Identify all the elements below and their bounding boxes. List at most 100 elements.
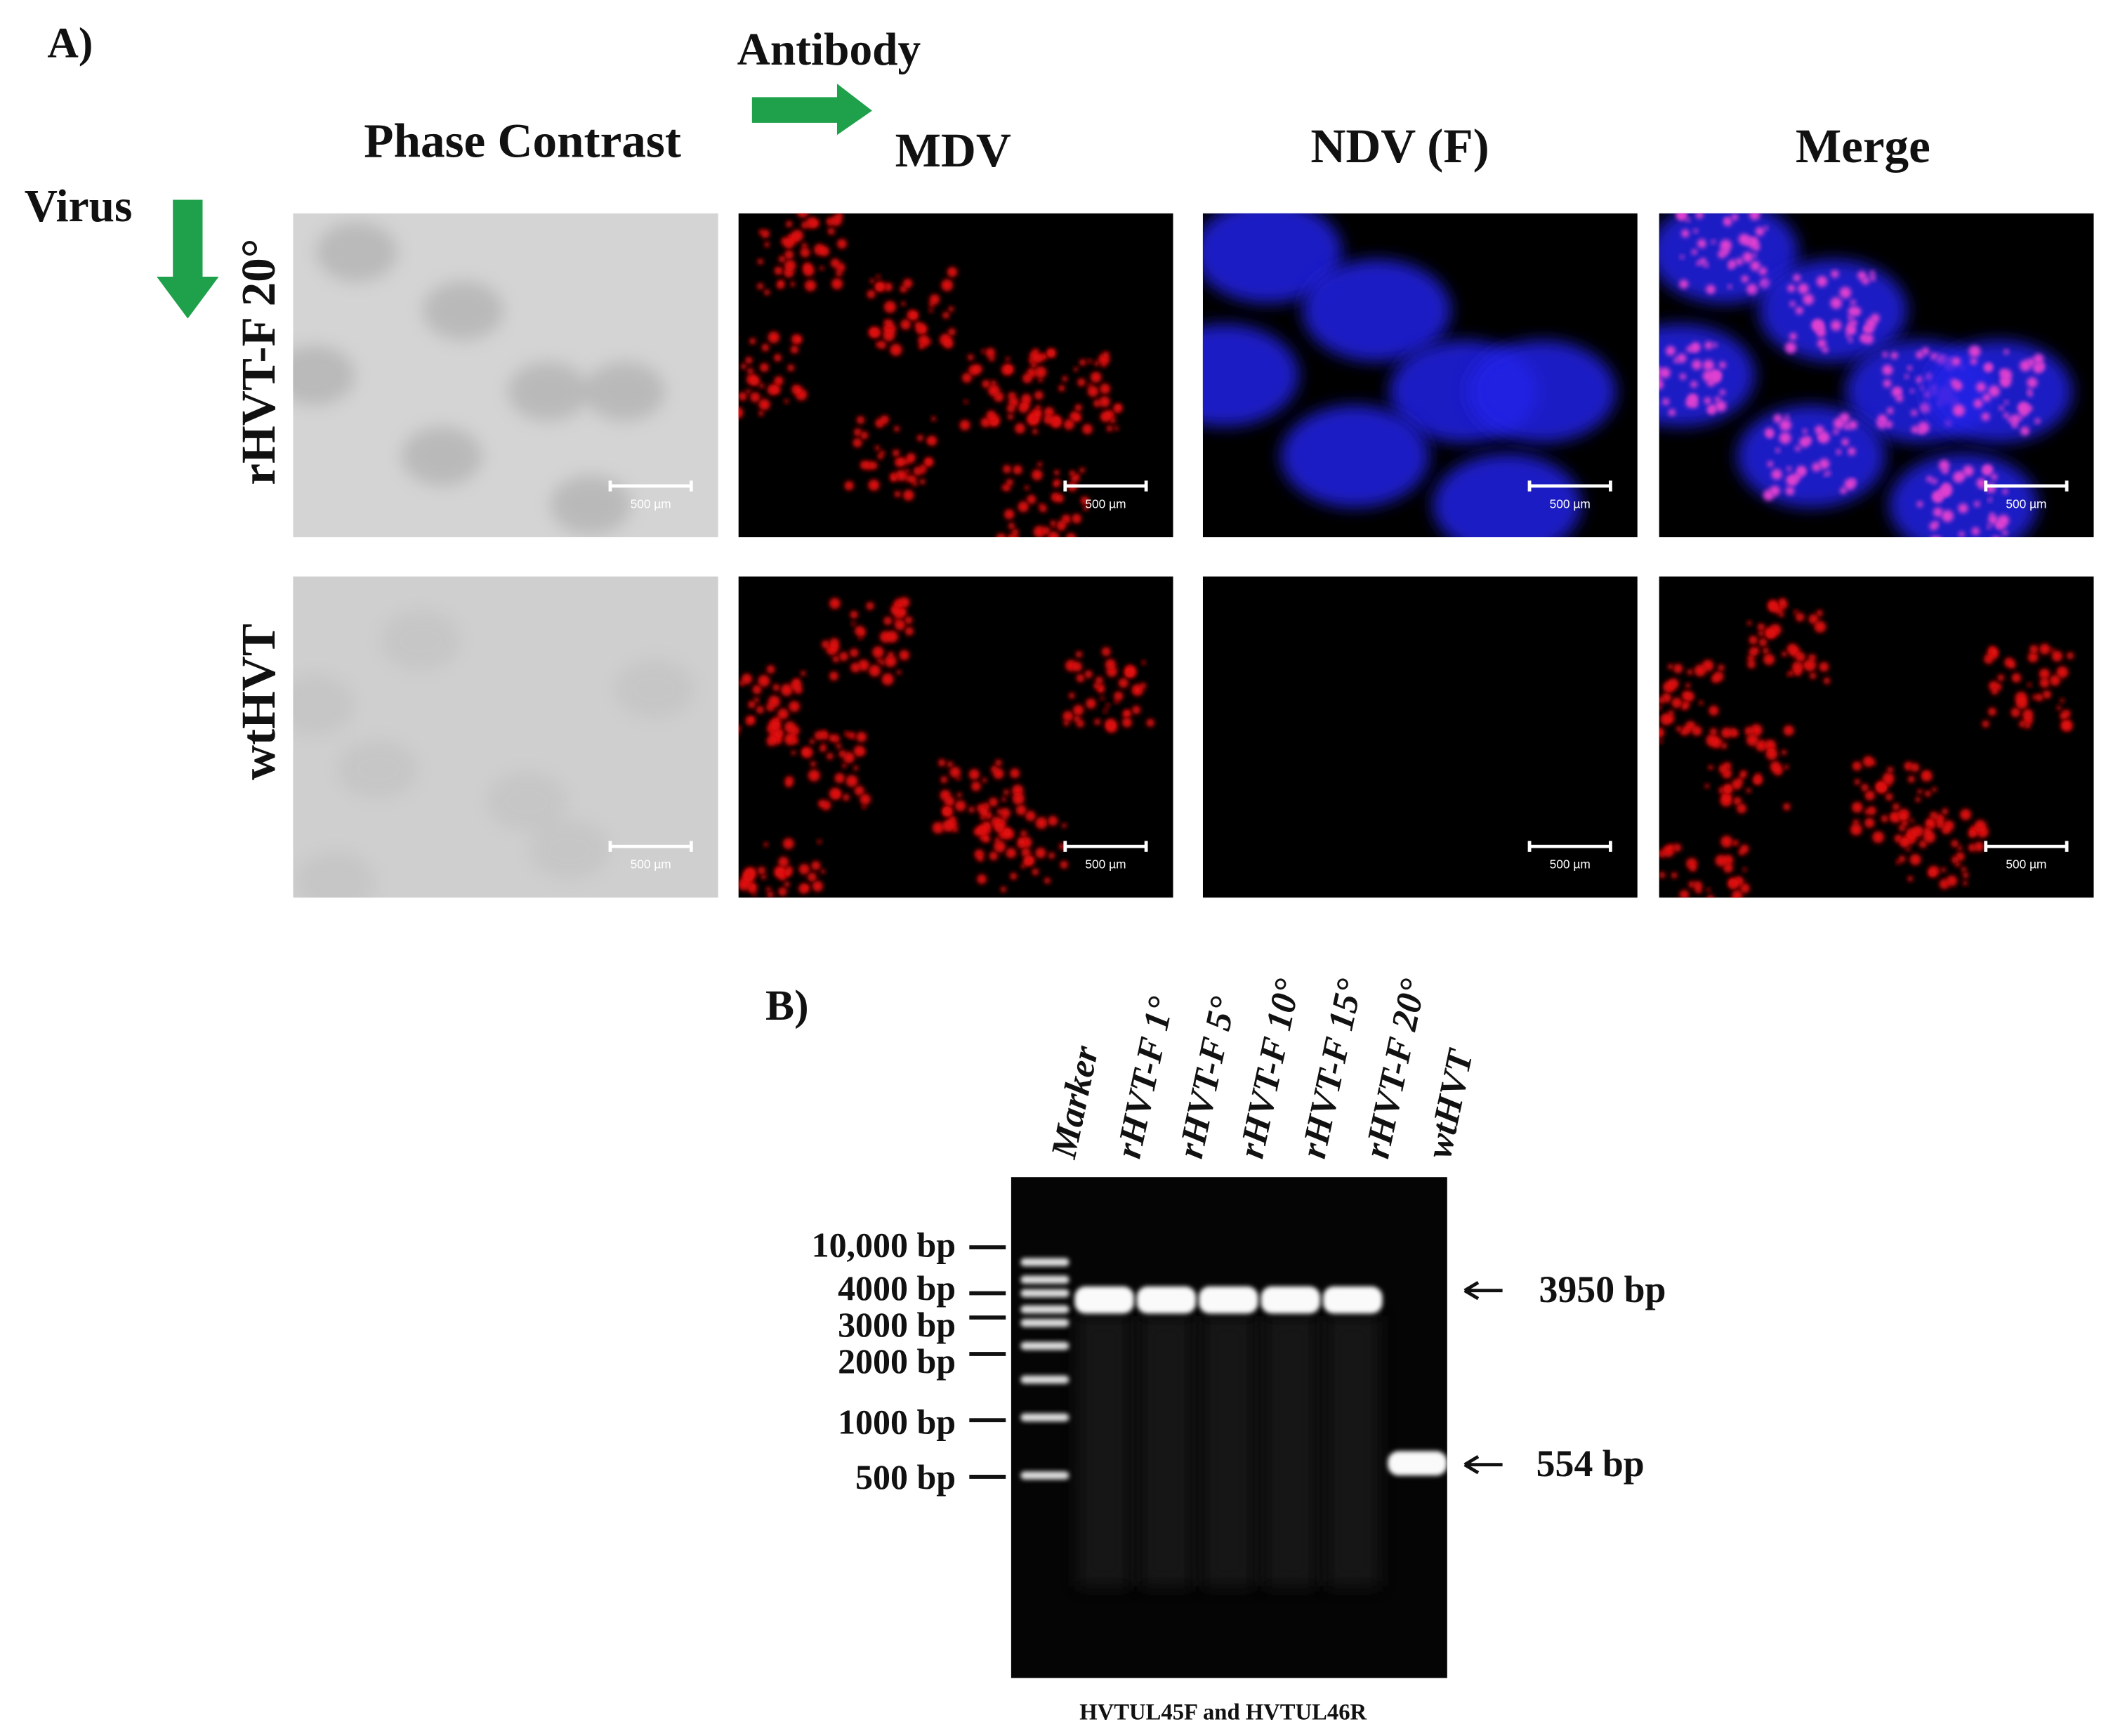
stain-dot [1961, 867, 1967, 872]
stain-dot [1826, 471, 1831, 476]
stain-dot [1723, 217, 1732, 227]
stain-dot [768, 331, 780, 343]
stain-dot [768, 695, 780, 708]
stain-dot [1898, 855, 1906, 863]
stain-dot [745, 356, 753, 364]
stain-dot [1817, 338, 1827, 348]
stain-dot [2027, 683, 2032, 688]
stain-dot [843, 751, 855, 763]
gel-caption: HVTUL45F and HVTUL46R [1079, 1700, 1367, 1725]
stain-dot [1917, 789, 1923, 794]
stain-dot [1669, 844, 1675, 850]
stain-dot [790, 281, 796, 287]
stain-dot [1885, 421, 1893, 428]
stain-dot [1850, 823, 1862, 836]
stain-dot [878, 341, 886, 350]
stain-dot [1013, 465, 1022, 475]
stain-dot [1910, 763, 1920, 772]
stain-dot [1062, 376, 1068, 382]
stain-dot [1659, 377, 1661, 382]
cell-cluster [507, 362, 589, 421]
stain-dot [1697, 905, 1704, 912]
stain-dot [2000, 369, 2013, 381]
stain-dot [742, 869, 755, 881]
scale-bar-label: 500 µm [631, 857, 671, 872]
stain-dot [1783, 803, 1791, 810]
stain-dot [897, 458, 906, 466]
stain-dot [912, 481, 918, 487]
ladder-label: 3000 bp [838, 1305, 956, 1344]
stain-dot [898, 608, 907, 616]
stain-dot [1941, 867, 1947, 873]
stain-dot [876, 657, 882, 663]
stain-dot [1659, 367, 1671, 379]
stain-dot [894, 618, 899, 623]
stain-dot [888, 651, 894, 658]
cell-cluster [422, 280, 504, 341]
stain-dot [1659, 872, 1666, 879]
stain-dot [756, 900, 761, 905]
stain-dot [1916, 350, 1924, 359]
stain-dot [1666, 346, 1676, 356]
stain-dot [1911, 426, 1919, 434]
stain-dot [1114, 699, 1119, 704]
stain-dot [767, 384, 778, 395]
ladder-band [1020, 1375, 1070, 1384]
stain-dot [1746, 283, 1758, 295]
stain-dot [1731, 213, 1739, 221]
stain-dot [1883, 379, 1892, 388]
stain-dot [2056, 666, 2069, 678]
stain-dot [940, 776, 948, 784]
stain-dot [1750, 261, 1761, 271]
stain-dot [761, 874, 767, 880]
stain-dot [893, 426, 900, 432]
stain-dot [1069, 470, 1076, 477]
stain-dot [1867, 806, 1876, 815]
stain-dot [850, 648, 859, 657]
stain-dot [1087, 359, 1092, 364]
ladder-label: 2000 bp [838, 1341, 956, 1381]
stain-dot [748, 716, 755, 723]
stain-dot [1662, 398, 1670, 406]
stain-dot [1767, 461, 1774, 468]
scale-bar-label: 500 µm [1550, 857, 1591, 872]
stain-dot [1720, 239, 1732, 251]
stain-dot [758, 867, 765, 875]
stain-dot [1974, 841, 1985, 852]
stain-dot [758, 383, 765, 388]
stain-dot [742, 916, 752, 926]
stain-dot [886, 631, 898, 643]
stain-dot [1679, 280, 1689, 289]
stain-dot [790, 679, 802, 691]
stain-dot [741, 673, 753, 685]
stain-dot [1864, 817, 1875, 828]
stain-dot [895, 469, 907, 481]
stain-dot [1668, 678, 1679, 690]
stain-dot [977, 874, 987, 884]
stain-dot [778, 856, 789, 867]
stain-dot [1931, 536, 1939, 538]
band [1388, 1451, 1447, 1476]
stain-dot [1668, 409, 1676, 416]
stain-dot [1660, 713, 1672, 725]
scale-bar-label: 500 µm [1085, 497, 1126, 511]
stain-dot [1640, 697, 1652, 709]
row-label: rHVT-F 20° [231, 239, 285, 485]
stain-dot [1768, 602, 1779, 612]
stain-dot [994, 841, 1006, 853]
stain-dot [1673, 843, 1682, 852]
stain-dot [1072, 662, 1083, 672]
stain-dot [1919, 840, 1927, 848]
stain-dot [1877, 414, 1888, 424]
stain-dot [1814, 621, 1827, 633]
stain-dot [1974, 501, 1980, 507]
stain-dot [1831, 270, 1839, 278]
stain-dot [968, 769, 980, 780]
stain-dot [1798, 283, 1809, 294]
stain-dot [1034, 390, 1044, 400]
stain-dot [1773, 414, 1782, 423]
stain-dot [2035, 693, 2044, 702]
stain-dot [1728, 259, 1737, 268]
stain-dot [1732, 897, 1738, 898]
stain-dot [918, 334, 930, 347]
